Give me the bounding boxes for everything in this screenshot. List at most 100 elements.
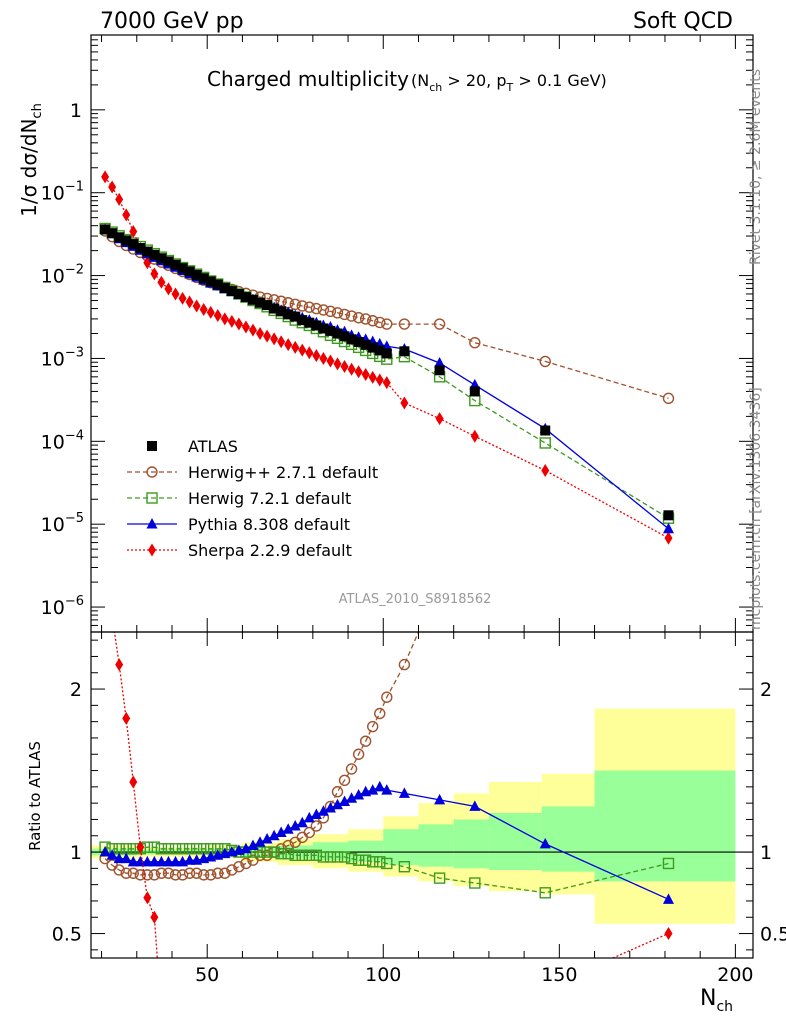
point-pythia-45 (662, 522, 674, 534)
ratio-point-herwig7-38 (367, 856, 379, 868)
point-atlas-34 (339, 331, 350, 342)
point-sherpa-18 (227, 314, 236, 328)
ratio-series-pythia (99, 780, 674, 904)
ratio-point-herwigpp-7 (148, 869, 161, 881)
main-ytick-label-2: 10−2 (41, 263, 84, 288)
point-sherpa-23 (263, 329, 272, 343)
main-ytick-label-3: 10−3 (41, 345, 84, 370)
ratio-point-herwigpp-4 (127, 867, 139, 879)
ratio-point-pythia-8 (155, 855, 167, 867)
point-atlas-38 (367, 342, 378, 353)
point-sherpa-27 (291, 340, 300, 354)
point-sherpa-28 (298, 343, 307, 357)
point-atlas-43 (469, 386, 480, 397)
ratio-point-pythia-21 (247, 839, 259, 851)
ratio-point-herwig7-7 (148, 841, 161, 853)
main-ytick-label-4: 10−4 (41, 428, 84, 453)
point-atlas-26 (283, 309, 294, 320)
ratio-point-pythia-33 (331, 798, 343, 810)
title-n: N (417, 71, 429, 90)
band-inner-11 (541, 806, 595, 872)
point-atlas-24 (269, 303, 280, 314)
point-sherpa-39 (375, 373, 384, 387)
ratio-point-herwig7-8 (155, 843, 168, 855)
ratio-point-herwig7-27 (289, 849, 301, 862)
legend-label-pythia: Pythia 8.308 default (188, 515, 350, 534)
ratio-point-herwigpp-35 (345, 763, 358, 775)
ratio-point-pythia-3 (120, 852, 132, 864)
header-category: Soft QCD (633, 9, 733, 34)
point-atlas-13 (191, 269, 202, 280)
ratio-point-sherpa-1 (122, 711, 131, 725)
point-sherpa-25 (277, 335, 286, 349)
main-ytick-label-1: 10−1 (41, 180, 84, 205)
point-atlas-3 (121, 235, 132, 246)
point-atlas-8 (156, 253, 167, 264)
ratio-ylabel: Ratio to ATLAS (26, 741, 44, 851)
band-inner-10 (488, 812, 542, 870)
point-sherpa-3 (122, 208, 131, 222)
ratio-point-herwigpp-19 (233, 861, 245, 873)
legend-label-herwigpp: Herwig++ 2.7.1 default (188, 463, 378, 482)
ratio-ytick-label-left-2: 2 (70, 679, 82, 701)
point-herwigpp-45 (662, 392, 675, 405)
point-sherpa-10 (171, 287, 180, 301)
ratio-point-pythia-0 (99, 846, 111, 857)
legend-marker-herwigpp (146, 466, 158, 478)
legend-marker-herwig7 (146, 492, 158, 504)
point-atlas-6 (142, 246, 153, 257)
point-atlas-19 (233, 288, 244, 299)
point-atlas-30 (311, 320, 322, 331)
ratio-point-herwigpp-13 (190, 867, 203, 879)
point-atlas-25 (276, 306, 287, 317)
point-atlas-4 (128, 239, 139, 250)
ratio-point-pythia-42 (434, 793, 446, 805)
band-inner-8 (418, 824, 454, 867)
ratio-point-pythia-40 (381, 784, 393, 795)
point-herwigpp-32 (324, 305, 337, 318)
main-ytick-label-5: 10−5 (41, 511, 84, 536)
ratio-point-herwig7-29 (303, 849, 316, 862)
ratio-point-herwigpp-2 (113, 864, 125, 876)
ratio-point-herwigpp-16 (212, 867, 224, 879)
point-sherpa-0 (101, 170, 110, 184)
point-atlas-12 (184, 266, 195, 277)
ratio-point-pythia-7 (148, 855, 160, 867)
ratio-point-herwigpp-20 (240, 857, 252, 870)
xtick-label-50: 50 (195, 964, 219, 986)
ratio-point-pythia-20 (240, 842, 252, 854)
title-n-sub: ch (429, 81, 442, 94)
ratio-point-herwig7-22 (254, 846, 266, 858)
point-atlas-28 (297, 315, 308, 326)
point-sherpa-19 (234, 317, 243, 331)
ratio-point-pythia-29 (303, 811, 315, 823)
ratio-point-herwig7-36 (352, 854, 365, 866)
ratio-point-herwigpp-40 (381, 691, 393, 703)
ratio-point-herwig7-30 (310, 849, 323, 862)
point-sherpa-22 (256, 327, 265, 340)
ratio-point-pythia-9 (162, 855, 174, 867)
ratio-point-herwig7-44 (539, 887, 551, 899)
point-atlas-15 (205, 276, 216, 287)
rivet-label: Rivet 3.1.10, ≥ 2.6M events (748, 69, 764, 265)
ratio-point-herwigpp-33 (331, 786, 344, 798)
point-atlas-31 (318, 323, 329, 334)
ratio-point-herwigpp-11 (176, 869, 189, 881)
point-sherpa-37 (361, 368, 370, 382)
point-sherpa-40 (382, 376, 391, 390)
ratio-point-herwigpp-3 (120, 867, 132, 879)
point-herwigpp-31 (317, 304, 330, 316)
point-atlas-33 (332, 328, 343, 339)
ratio-point-herwigpp-41 (398, 658, 411, 671)
ratio-ytick-label-left-1: 1 (70, 842, 82, 864)
point-sherpa-9 (164, 282, 173, 296)
point-sherpa-12 (185, 295, 194, 309)
point-atlas-10 (170, 259, 181, 270)
ratio-ytick-label-left-0: 0.5 (52, 924, 82, 946)
point-sherpa-24 (270, 332, 279, 346)
point-herwigpp-37 (359, 313, 372, 325)
ratio-point-herwig7-28 (296, 849, 308, 862)
ratio-ytick-label-right-2: 2 (760, 679, 772, 701)
legend-label-sherpa: Sherpa 2.2.9 default (188, 541, 352, 560)
point-sherpa-26 (284, 338, 293, 352)
